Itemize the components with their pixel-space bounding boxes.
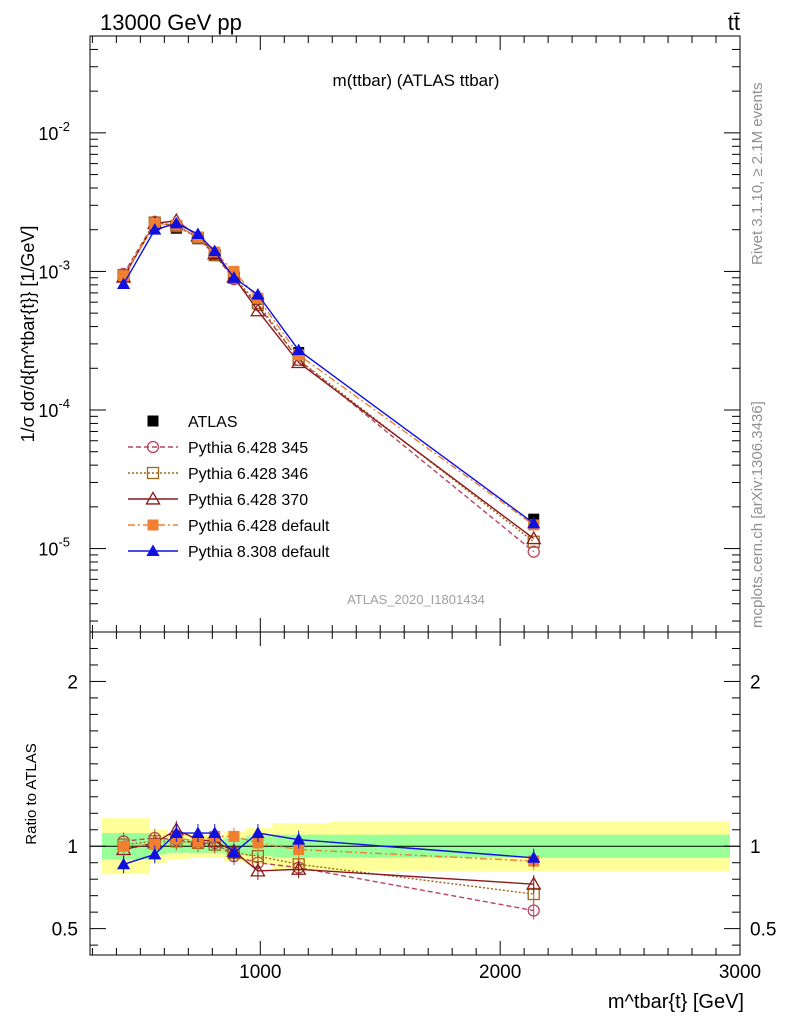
legend-marker bbox=[146, 440, 160, 454]
main-y-axis-label: 1/σ dσ/d{m^tbar{t}} [1/GeV] bbox=[18, 226, 38, 443]
main-frame bbox=[89, 35, 741, 633]
ratio-y-tick-label: 0.5 bbox=[52, 920, 78, 941]
legend-marker bbox=[145, 491, 161, 505]
legend-marker bbox=[146, 466, 160, 480]
series-line-pythia-6-428-default bbox=[122, 222, 535, 526]
main-y-tick-label: 10-2 bbox=[38, 119, 70, 144]
ratio-point bbox=[290, 861, 307, 875]
series-line-pythia-6-428-370 bbox=[122, 220, 535, 540]
ratio-point bbox=[208, 826, 222, 839]
ratio-point bbox=[227, 846, 241, 858]
ratio-point bbox=[149, 839, 161, 851]
ratio-y-axis-label: Ratio to ATLAS bbox=[23, 743, 40, 844]
legend-label: Pythia 6.428 370 bbox=[188, 492, 308, 509]
legend-item-pythia-8-308-default: Pythia 8.308 default bbox=[128, 544, 330, 561]
ratio-ticks bbox=[90, 632, 741, 955]
main-y-tick-label: 10-3 bbox=[38, 257, 70, 282]
legend-marker bbox=[147, 415, 159, 427]
ratio-point bbox=[292, 833, 306, 845]
legend-item-atlas: ATLAS bbox=[147, 414, 238, 431]
series-pythia-6-428-346 bbox=[117, 216, 540, 548]
series-pythia-8-308-default bbox=[116, 216, 541, 529]
ratio-point bbox=[228, 830, 240, 842]
data-point bbox=[208, 244, 222, 257]
ratio-y-tick-label: 2 bbox=[67, 672, 78, 693]
legend-label: Pythia 6.428 345 bbox=[188, 440, 308, 457]
header-left: 13000 GeV pp bbox=[100, 10, 242, 35]
ratio-point bbox=[293, 844, 305, 856]
data-point bbox=[290, 354, 307, 369]
main-series bbox=[115, 212, 542, 558]
main-y-tick-labels: 10-5 10-4 10-3 10-2 bbox=[38, 119, 70, 560]
data-point bbox=[169, 216, 183, 229]
series-line-pythia-6-428-345 bbox=[122, 221, 535, 553]
main-y-ticks bbox=[90, 35, 741, 632]
series-pythia-6-428-default bbox=[118, 218, 540, 531]
legend-marker bbox=[146, 544, 160, 556]
ratio-point bbox=[250, 863, 266, 877]
series-line-pythia-6-428-346 bbox=[122, 221, 535, 543]
ratio-point bbox=[148, 847, 162, 860]
data-point bbox=[527, 545, 540, 558]
data-point bbox=[116, 277, 131, 290]
ratio-point bbox=[116, 857, 131, 870]
legend-label: Pythia 6.428 default bbox=[188, 518, 330, 535]
main-y-tick-label: 10-5 bbox=[38, 535, 70, 560]
ratio-frame bbox=[89, 631, 741, 956]
legend-label: Pythia 6.428 346 bbox=[188, 466, 308, 483]
ratio-y-tick-label: 1 bbox=[67, 837, 78, 858]
mcplots-label: mcplots.cern.ch [arXiv:1306.3436] bbox=[749, 401, 766, 628]
x-tick-label: 3000 bbox=[719, 962, 761, 983]
chart-title: m(ttbar) (ATLAS ttbar) bbox=[333, 71, 500, 90]
legend-item-pythia-6-428-346: Pythia 6.428 346 bbox=[128, 466, 308, 483]
data-point bbox=[526, 530, 542, 545]
ratio-y-tick-label-right: 0.5 bbox=[750, 920, 776, 941]
ratio-series bbox=[115, 820, 542, 920]
series-pythia-6-428-370 bbox=[115, 212, 542, 545]
rivet-label: Rivet 3.1.10, ≥ 2.1M events bbox=[749, 83, 766, 266]
data-point bbox=[251, 288, 265, 300]
main-y-tick-label: 10-4 bbox=[38, 396, 70, 421]
data-point bbox=[250, 302, 266, 317]
data-point bbox=[292, 343, 306, 356]
legend-marker bbox=[147, 519, 159, 531]
ratio-y-tick-label-right: 1 bbox=[750, 837, 761, 858]
main-panel: 10-510-410-310-2 m(ttbar) (ATLAS ttbar) … bbox=[38, 35, 741, 633]
ratio-point bbox=[526, 876, 542, 890]
ratio-point bbox=[252, 837, 264, 849]
series-pythia-6-428-345 bbox=[117, 215, 540, 558]
x-tick-label: 2000 bbox=[479, 962, 521, 983]
data-point bbox=[527, 516, 541, 529]
ratio-y-tick-label-right: 2 bbox=[750, 672, 761, 693]
ratio-point bbox=[527, 851, 541, 863]
data-point bbox=[118, 270, 130, 282]
series-line-pythia-8-308-default bbox=[122, 222, 535, 524]
header-right: tt̄ bbox=[728, 10, 740, 35]
ratio-tick-labels: 0.5 0.5 1 1 2 2 1000 2000 3000 bbox=[52, 672, 777, 983]
legend: ATLAS Pythia 6.428 345 Pythia 6.428 346 Pyt… bbox=[128, 414, 330, 561]
legend-item-pythia-6-428-345: Pythia 6.428 345 bbox=[128, 440, 308, 457]
data-point bbox=[227, 271, 241, 283]
ratio-point bbox=[527, 904, 540, 917]
ratio-line-pythia-6-428-346 bbox=[123, 840, 534, 895]
x-axis-label: m^tbar{t} [GeV] bbox=[608, 991, 744, 1013]
data-point bbox=[191, 227, 205, 240]
ratio-point bbox=[118, 840, 130, 852]
legend-label: ATLAS bbox=[188, 414, 238, 431]
analysis-watermark: ATLAS_2020_I1801434 bbox=[347, 592, 485, 607]
ratio-point bbox=[191, 826, 205, 839]
legend-label: Pythia 8.308 default bbox=[188, 544, 330, 561]
legend-item-pythia-6-428-default: Pythia 6.428 default bbox=[128, 518, 330, 535]
data-point bbox=[148, 223, 162, 235]
x-tick-label: 1000 bbox=[239, 962, 281, 983]
ratio-panel: 0.5 0.5 1 1 2 2 1000 2000 3000 bbox=[52, 631, 777, 983]
ratio-point bbox=[251, 826, 265, 839]
legend-item-pythia-6-428-370: Pythia 6.428 370 bbox=[128, 491, 308, 509]
ratio-series-pythia-8-308-default bbox=[116, 824, 541, 874]
ratio-point bbox=[169, 826, 183, 839]
